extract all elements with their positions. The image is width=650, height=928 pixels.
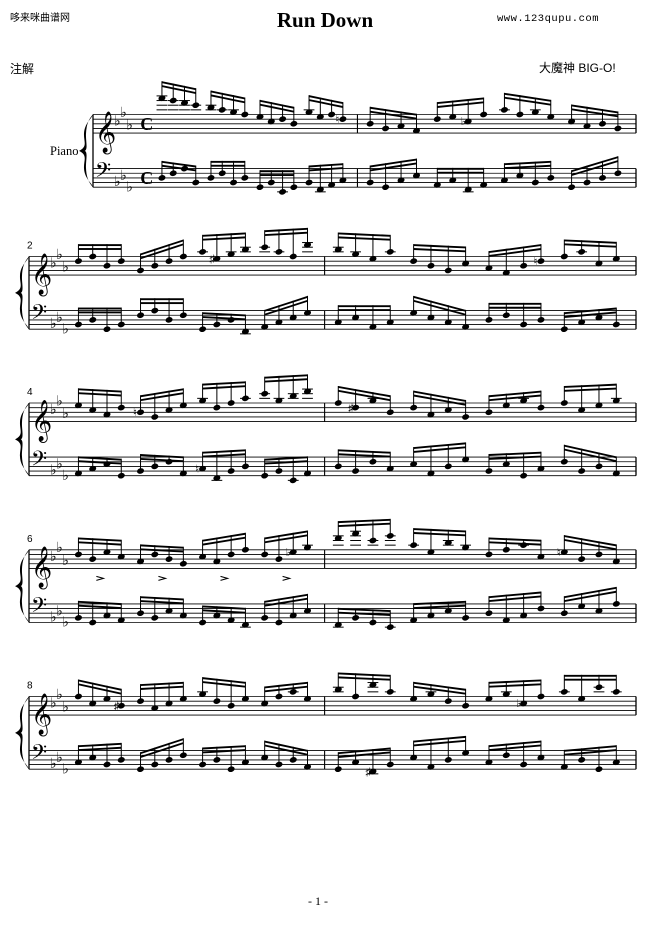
svg-text:♭: ♭ bbox=[126, 119, 133, 134]
svg-text:♮: ♮ bbox=[533, 256, 537, 268]
svg-text:𝄢: 𝄢 bbox=[31, 742, 47, 769]
svg-text:♭: ♭ bbox=[62, 616, 69, 631]
svg-text:♭: ♭ bbox=[126, 180, 133, 195]
svg-text:♮: ♮ bbox=[335, 114, 339, 126]
svg-text:♭: ♭ bbox=[62, 322, 69, 337]
svg-text:𝄢: 𝄢 bbox=[31, 595, 47, 622]
svg-text:♭: ♭ bbox=[62, 261, 69, 276]
svg-text:♭: ♭ bbox=[461, 116, 466, 128]
svg-text:♯: ♯ bbox=[365, 766, 371, 778]
svg-text:2: 2 bbox=[27, 241, 33, 252]
svg-text:8: 8 bbox=[27, 681, 33, 692]
svg-text:𝄢: 𝄢 bbox=[31, 448, 47, 475]
svg-text:♭: ♭ bbox=[62, 554, 69, 569]
svg-text:♯: ♯ bbox=[348, 402, 354, 414]
svg-text:6: 6 bbox=[27, 534, 33, 545]
svg-text:♭: ♭ bbox=[62, 701, 69, 716]
svg-text:C: C bbox=[140, 114, 153, 134]
svg-text:♭: ♭ bbox=[62, 762, 69, 777]
svg-text:♯: ♯ bbox=[114, 701, 120, 713]
svg-text:♭: ♭ bbox=[62, 469, 69, 484]
svg-text:♭: ♭ bbox=[516, 698, 521, 710]
svg-text:♮: ♮ bbox=[557, 547, 561, 559]
svg-text:♭: ♭ bbox=[286, 547, 291, 559]
svg-text:♭: ♭ bbox=[62, 407, 69, 422]
svg-text:C: C bbox=[140, 168, 153, 188]
svg-text:4: 4 bbox=[27, 387, 33, 398]
svg-text:𝄢: 𝄢 bbox=[31, 302, 47, 329]
svg-text:♮: ♮ bbox=[133, 407, 137, 419]
svg-text:♮: ♮ bbox=[195, 463, 199, 475]
svg-text:♯: ♯ bbox=[209, 254, 215, 266]
svg-text:𝄢: 𝄢 bbox=[95, 160, 111, 187]
svg-text:Piano: Piano bbox=[50, 144, 78, 158]
